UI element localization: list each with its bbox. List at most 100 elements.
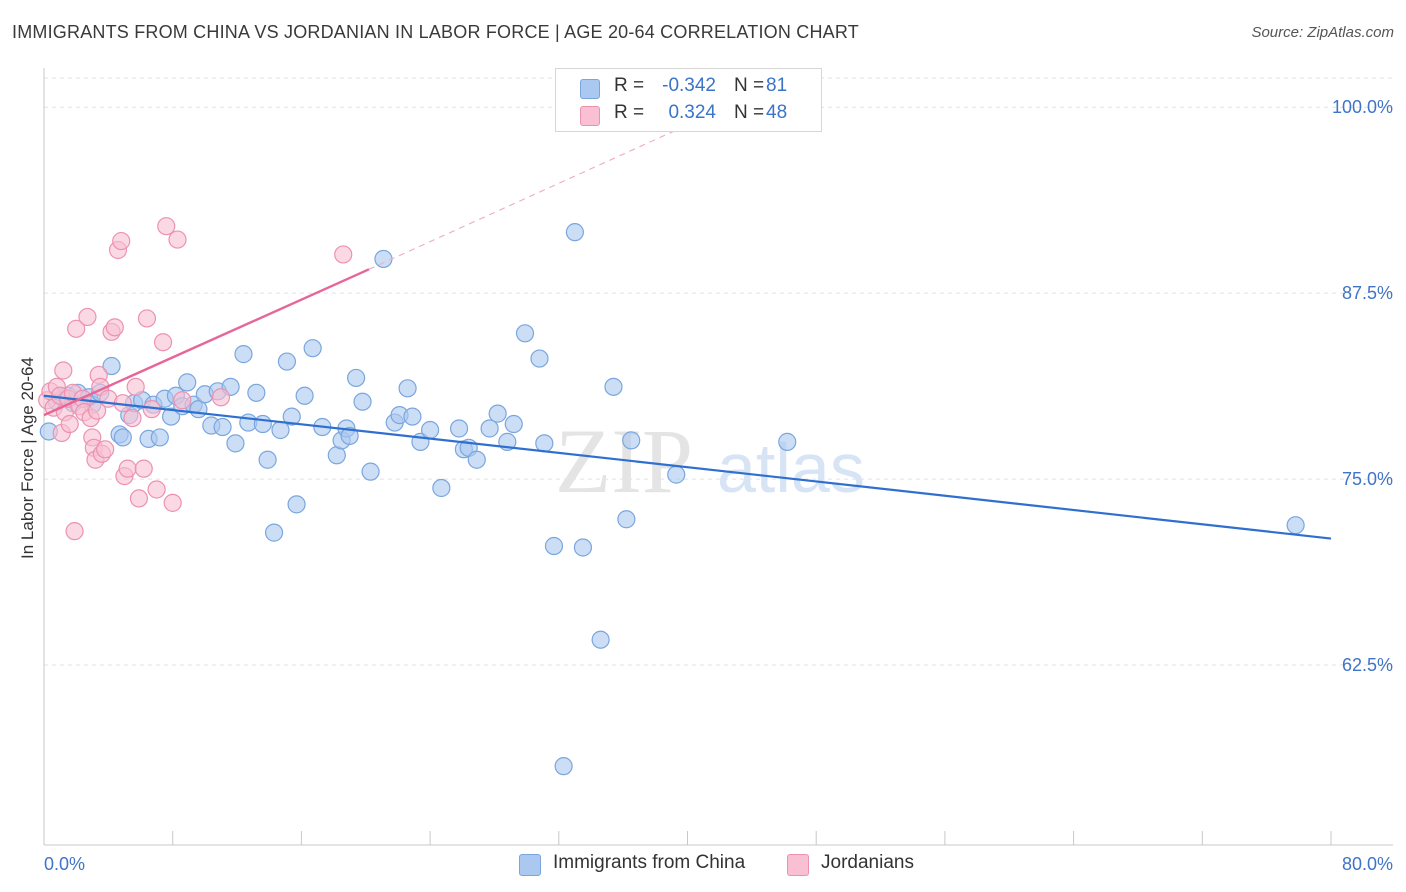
jordan-point [211,388,231,407]
china-point [282,407,301,426]
y-tick-label: 87.5% [1342,283,1393,303]
jordan-point [173,391,192,410]
jordan-point [65,522,84,541]
jordan-point [129,489,149,508]
china-point [421,420,440,440]
china-point [467,450,486,469]
china-point [361,462,380,481]
legend-r-value: 0.324 [668,102,716,123]
jordan-point [163,493,182,512]
china-point [346,368,366,388]
jordan-point [105,318,124,337]
china-point [271,420,290,440]
china-point [247,383,266,402]
china-point [150,428,169,447]
legend-row-china: R = -0.342 N = 81 [556,73,821,101]
watermark: ZIP atlas [555,410,865,512]
china-point [565,223,584,242]
china-point [403,407,422,426]
jordan-point [60,414,79,434]
trend-line-china [43,394,1332,540]
legend-r-label: R = [614,75,645,96]
trend-line-jordan [43,268,370,417]
bottom-legend-label-jordan: Jordanians [821,852,914,873]
jordan-point [147,480,166,499]
china-point [353,392,372,411]
y-tick-label: 62.5% [1342,655,1393,675]
legend-swatch-jordan [580,106,600,126]
jordan-point [96,440,115,459]
china-point [295,386,314,405]
source-label: Source: ZipAtlas.com [1251,24,1394,41]
grid-lines [44,77,1393,666]
chart-title: IMMIGRANTS FROM CHINA VS JORDANIAN IN LA… [12,22,859,42]
china-point [554,757,573,776]
jordan-point [334,245,353,264]
china-point [778,432,797,451]
y-tick-label: 100.0% [1332,97,1393,117]
china-point [530,349,549,368]
china-point [622,431,641,450]
china-point [480,419,499,438]
axes [43,68,1393,846]
china-point [226,434,245,453]
legend-r-value: -0.342 [662,75,716,96]
china-point [591,630,610,649]
china-point [535,434,554,453]
bottom-legend-swatch-china [519,854,541,876]
china-point [303,339,322,358]
jordan-point [112,231,131,251]
china-point [258,450,277,469]
china-point [573,538,593,557]
china-point [161,407,181,426]
china-point [277,352,297,371]
china-point [253,414,272,434]
china-point [398,379,417,398]
china-point [287,495,306,514]
china-point [178,373,197,392]
china-point [604,377,623,396]
china-point [515,324,535,343]
y-tick-label: 75.0% [1342,469,1393,489]
china-point [234,345,253,364]
bottom-legend-swatch-jordan [787,854,809,876]
china-point [617,510,636,529]
bottom-legend-label-china: Immigrants from China [553,852,746,873]
jordan-point [54,361,73,380]
china-point [667,465,686,484]
china-point [264,523,284,542]
legend-n-value: 81 [766,75,788,96]
legend-swatch-china [580,79,600,99]
y-axis-label: In Labor Force | Age 20-64 [18,357,37,559]
china-point [102,356,121,376]
jordan-point [126,377,145,396]
tick-labels: 62.5% 75.0% 87.5% 100.0% 0.0% 80.0% [44,97,1393,874]
china-point [449,419,469,438]
china-point [504,414,523,434]
x-tick-label-min: 0.0% [44,854,85,874]
jordan-point [153,333,173,352]
jordan-point [134,459,153,478]
jordan-point [67,319,86,338]
china-point [374,249,393,269]
x-tick-label-max: 80.0% [1342,854,1393,874]
china-point [113,428,132,447]
china-point [544,536,564,556]
jordan-point [157,217,176,236]
legend-r-label: R = [614,102,645,123]
jordan-point [168,230,187,249]
jordan-point [78,307,97,327]
legend-n-value: 48 [766,102,788,123]
china-point [1286,516,1305,535]
china-point [488,404,507,423]
jordan-point [123,408,142,428]
trend-lines [43,124,1332,540]
legend-n-label: N = [734,75,765,96]
legend-n-label: N = [734,102,765,123]
jordan-point [137,309,157,328]
legend-row-jordan: R = 0.324 N = 48 [556,100,821,128]
jordan-point [118,459,137,478]
china-point [340,426,359,446]
correlation-legend: R = -0.342 N = 81 R = 0.324 N = 48 [555,68,822,132]
